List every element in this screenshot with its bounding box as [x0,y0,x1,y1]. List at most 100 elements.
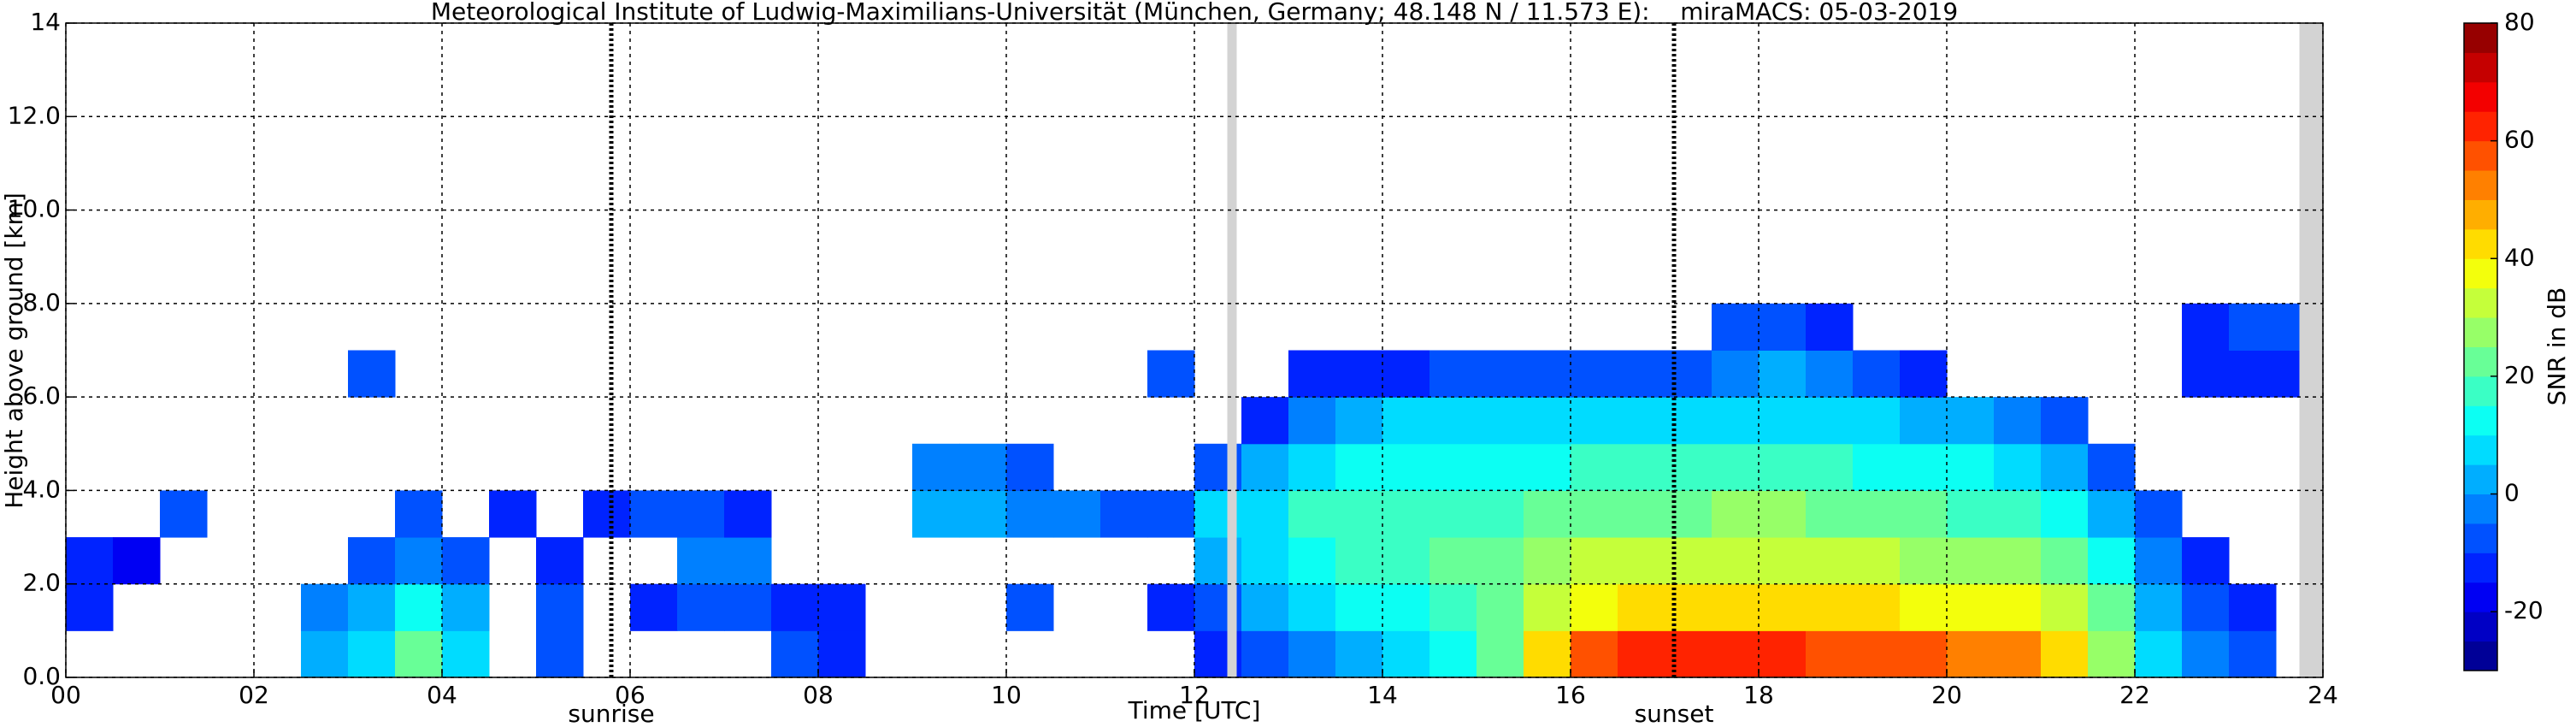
snr-cell [442,537,490,585]
colorbar-band [2464,464,2497,495]
snr-cell [724,583,772,631]
colorbar-tick-label: 40 [2504,243,2535,271]
snr-cell [1524,630,1571,678]
snr-cell [2088,490,2136,538]
snr-cell [1524,443,1571,491]
colorbar-band [2464,375,2497,406]
snr-cell [1147,350,1195,398]
snr-cell [1335,350,1383,398]
snr-cell [1335,443,1383,491]
snr-cell [1524,350,1571,398]
snr-cell [912,443,960,491]
snr-cell [1994,490,2042,538]
snr-cell [1994,537,2042,585]
colorbar-band [2464,346,2497,377]
snr-cell [2182,630,2230,678]
snr-cell [1618,490,1665,538]
snr-cell [1853,350,1901,398]
snr-cell [113,537,161,585]
y-axis-label: Height above ground [km] [0,192,28,509]
snr-cell [677,537,725,585]
x-tick-label: 00 [50,681,81,709]
snr-cell [2182,350,2230,398]
snr-cell [959,443,1007,491]
colorbar-tick-label: 80 [2504,8,2535,36]
snr-cell [1947,537,1995,585]
snr-cell [1947,630,1995,678]
snr-cell [1382,583,1430,631]
snr-cell [724,537,772,585]
snr-cell [1994,443,2042,491]
snr-cell [1288,350,1336,398]
x-tick-label: 08 [803,681,834,709]
x-tick-label: 04 [427,681,457,709]
colorbar-band [2464,641,2497,671]
snr-cell [1100,490,1148,538]
snr-cell [395,490,443,538]
snr-cell [2182,303,2230,351]
x-tick-label: 20 [1931,681,1962,709]
colorbar-band [2464,140,2497,171]
colorbar-label: SNR in dB [2543,287,2571,405]
y-tick-label: 12.0 [8,101,61,129]
snr-cell [442,630,490,678]
snr-cell [1618,583,1665,631]
y-tick-label: 4.0 [22,475,61,503]
snr-cell [2135,537,2183,585]
snr-cell [1759,583,1807,631]
annotation-label: sunset [1635,700,1714,727]
snr-cell [1665,537,1712,585]
snr-cell [1759,303,1807,351]
snr-cell [912,490,960,538]
snr-cell [1241,397,1289,445]
snr-cell [1947,397,1995,445]
colorbar-band [2464,23,2497,53]
snr-cell [677,583,725,631]
x-axis-label: Time [UTC] [1128,696,1261,724]
snr-cell [1571,537,1618,585]
snr-cell [1900,537,1948,585]
snr-cell [348,630,396,678]
snr-cell [1571,350,1618,398]
colorbar-band [2464,553,2497,583]
snr-cell [1806,397,1854,445]
snr-cell [1712,443,1760,491]
snr-cell [395,630,443,678]
snr-cell [2041,397,2089,445]
snr-cell [1618,630,1665,678]
snr-cell [1429,630,1477,678]
snr-cell [66,537,114,585]
snr-cell [66,583,114,631]
snr-cell [1429,443,1477,491]
snr-cell [1759,630,1807,678]
snr-cell [1524,490,1571,538]
snr-cell [1853,490,1901,538]
snr-cell [818,583,866,631]
snr-cell [160,490,208,538]
snr-cell [1712,350,1760,398]
snr-cell [1665,630,1712,678]
snr-cell [1759,397,1807,445]
snr-cell [1147,490,1195,538]
snr-cell [1900,350,1948,398]
x-tick-label: 16 [1555,681,1586,709]
colorbar-band [2464,434,2497,465]
snr-cell [1806,583,1854,631]
snr-cell [1853,537,1901,585]
colorbar-tick-label: 60 [2504,126,2535,154]
snr-cell [1759,443,1807,491]
snr-cell [1335,537,1383,585]
snr-cell [1618,397,1665,445]
snr-cell [1477,490,1524,538]
snr-cell [1335,583,1383,631]
snr-cell [1006,443,1054,491]
snr-cell [1712,397,1760,445]
snr-cell [1006,583,1054,631]
snr-cell [1524,583,1571,631]
snr-cell [724,490,772,538]
snr-cell [1477,630,1524,678]
snr-cell [1241,537,1289,585]
snr-cell [630,583,678,631]
snr-cell [2041,490,2089,538]
